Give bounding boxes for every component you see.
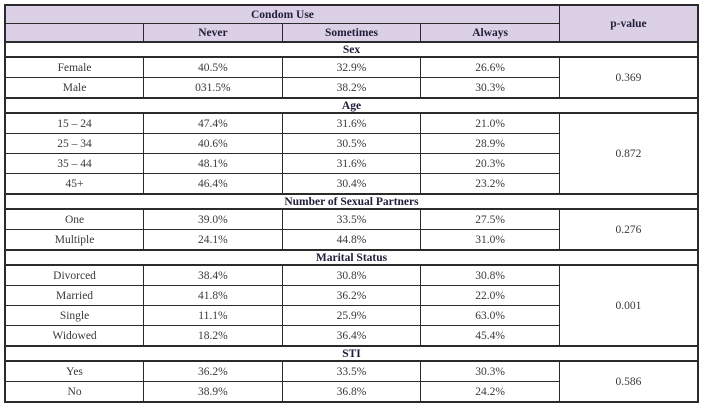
condom-use-table: Condom Use p-value Never Sometimes Alway… <box>4 4 699 403</box>
value-cell: 40.6% <box>143 133 283 154</box>
row-label-cell: Single <box>4 305 145 326</box>
table-row: 15 – 24 47.4% 31.6% 21.0% 0.872 <box>4 112 699 195</box>
value-cell: 30.5% <box>281 133 422 154</box>
row-label-cell: Male <box>4 77 145 99</box>
value-cell: 45.4% <box>420 325 560 347</box>
section-header-row: STI <box>4 345 699 362</box>
table-header: Condom Use p-value Never Sometimes Alway… <box>4 4 699 43</box>
table-row: 45+ 46.4% 30.4% 23.2% <box>4 173 698 195</box>
row-label-cell: 35 – 44 <box>4 153 145 174</box>
p-value-cell: 0.369 <box>558 56 699 99</box>
value-cell: 36.2% <box>281 285 422 306</box>
value-cell: 28.9% <box>420 133 560 154</box>
row-label-cell: Divorced <box>4 264 145 286</box>
value-cell: 38.9% <box>143 381 283 403</box>
row-label-cell: Female <box>4 56 145 78</box>
value-cell: 23.2% <box>420 173 560 195</box>
row-label-cell: 25 – 34 <box>4 133 145 154</box>
value-cell: 38.2% <box>281 77 422 99</box>
section-header-row: Age <box>4 97 699 114</box>
value-cell: 31.6% <box>281 112 422 134</box>
value-cell: 31.6% <box>281 153 422 174</box>
p-value-cell: 0.872 <box>558 112 699 195</box>
value-cell: 26.6% <box>420 56 560 78</box>
table-row: Married 41.8% 36.2% 22.0% <box>4 285 698 306</box>
column-header-sometimes: Sometimes <box>281 23 422 43</box>
value-cell: 21.0% <box>420 112 560 134</box>
row-label-cell: One <box>4 208 145 230</box>
p-value-cell: 0.276 <box>558 208 699 251</box>
value-cell: 11.1% <box>143 305 283 326</box>
value-cell: 30.3% <box>420 360 560 382</box>
value-cell: 36.4% <box>281 325 422 347</box>
value-cell: 31.0% <box>420 229 560 251</box>
row-label-cell: No <box>4 381 145 403</box>
p-value-cell: 0.586 <box>558 360 699 403</box>
section-header-row: Marital Status <box>4 249 699 266</box>
table-row: 35 – 44 48.1% 31.6% 20.3% <box>4 153 698 174</box>
row-label-cell: Widowed <box>4 325 145 347</box>
value-cell: 24.1% <box>143 229 283 251</box>
table-row: Multiple 24.1% 44.8% 31.0% <box>4 229 698 251</box>
value-cell: 30.3% <box>420 77 560 99</box>
section-header-cell: Age <box>4 97 699 114</box>
section-header-cell: Marital Status <box>4 249 699 266</box>
table-row: Single 11.1% 25.9% 63.0% <box>4 305 698 326</box>
value-cell: 30.4% <box>281 173 422 195</box>
value-cell: 48.1% <box>143 153 283 174</box>
value-cell: 30.8% <box>420 264 560 286</box>
section-header-row: Sex <box>4 41 699 58</box>
row-label-cell: 45+ <box>4 173 145 195</box>
value-cell: 031.5% <box>143 77 283 99</box>
value-cell: 44.8% <box>281 229 422 251</box>
row-label-cell: Yes <box>4 360 145 382</box>
value-cell: 32.9% <box>281 56 422 78</box>
value-cell: 63.0% <box>420 305 560 326</box>
value-cell: 41.8% <box>143 285 283 306</box>
value-cell: 25.9% <box>281 305 422 326</box>
empty-header-cell <box>4 23 145 43</box>
pvalue-header-cell: p-value <box>558 4 699 43</box>
table-row: Yes 36.2% 33.5% 30.3% 0.586 <box>4 360 699 403</box>
section-header-cell: Number of Sexual Partners <box>4 193 699 210</box>
section-header-cell: Sex <box>4 41 699 58</box>
value-cell: 40.5% <box>143 56 283 78</box>
table-row: No 38.9% 36.8% 24.2% <box>4 381 698 403</box>
value-cell: 47.4% <box>143 112 283 134</box>
row-label-cell: Married <box>4 285 145 306</box>
column-header-never: Never <box>143 23 283 43</box>
table-row: One 39.0% 33.5% 27.5% 0.276 <box>4 208 699 251</box>
value-cell: 24.2% <box>420 381 560 403</box>
value-cell: 18.2% <box>143 325 283 347</box>
value-cell: 33.5% <box>281 208 422 230</box>
table-title-row: Condom Use p-value <box>4 4 699 43</box>
value-cell: 38.4% <box>143 264 283 286</box>
value-cell: 46.4% <box>143 173 283 195</box>
section-header-cell: STI <box>4 345 699 362</box>
row-label-cell: 15 – 24 <box>4 112 145 134</box>
value-cell: 30.8% <box>281 264 422 286</box>
table-row: Female 40.5% 32.9% 26.6% 0.369 <box>4 56 699 99</box>
value-cell: 22.0% <box>420 285 560 306</box>
value-cell: 36.2% <box>143 360 283 382</box>
table-row: 25 – 34 40.6% 30.5% 28.9% <box>4 133 698 154</box>
value-cell: 33.5% <box>281 360 422 382</box>
value-cell: 20.3% <box>420 153 560 174</box>
value-cell: 36.8% <box>281 381 422 403</box>
column-header-always: Always <box>420 23 560 43</box>
table-title-cell: Condom Use <box>4 4 560 24</box>
value-cell: 39.0% <box>143 208 283 230</box>
section-header-row: Number of Sexual Partners <box>4 193 699 210</box>
row-label-cell: Multiple <box>4 229 145 251</box>
value-cell: 27.5% <box>420 208 560 230</box>
table-row: Divorced 38.4% 30.8% 30.8% 0.001 <box>4 264 699 347</box>
table-body: Sex Female 40.5% 32.9% 26.6% 0.369 Male 031.5% 3… <box>4 41 699 403</box>
p-value-cell: 0.001 <box>558 264 699 347</box>
